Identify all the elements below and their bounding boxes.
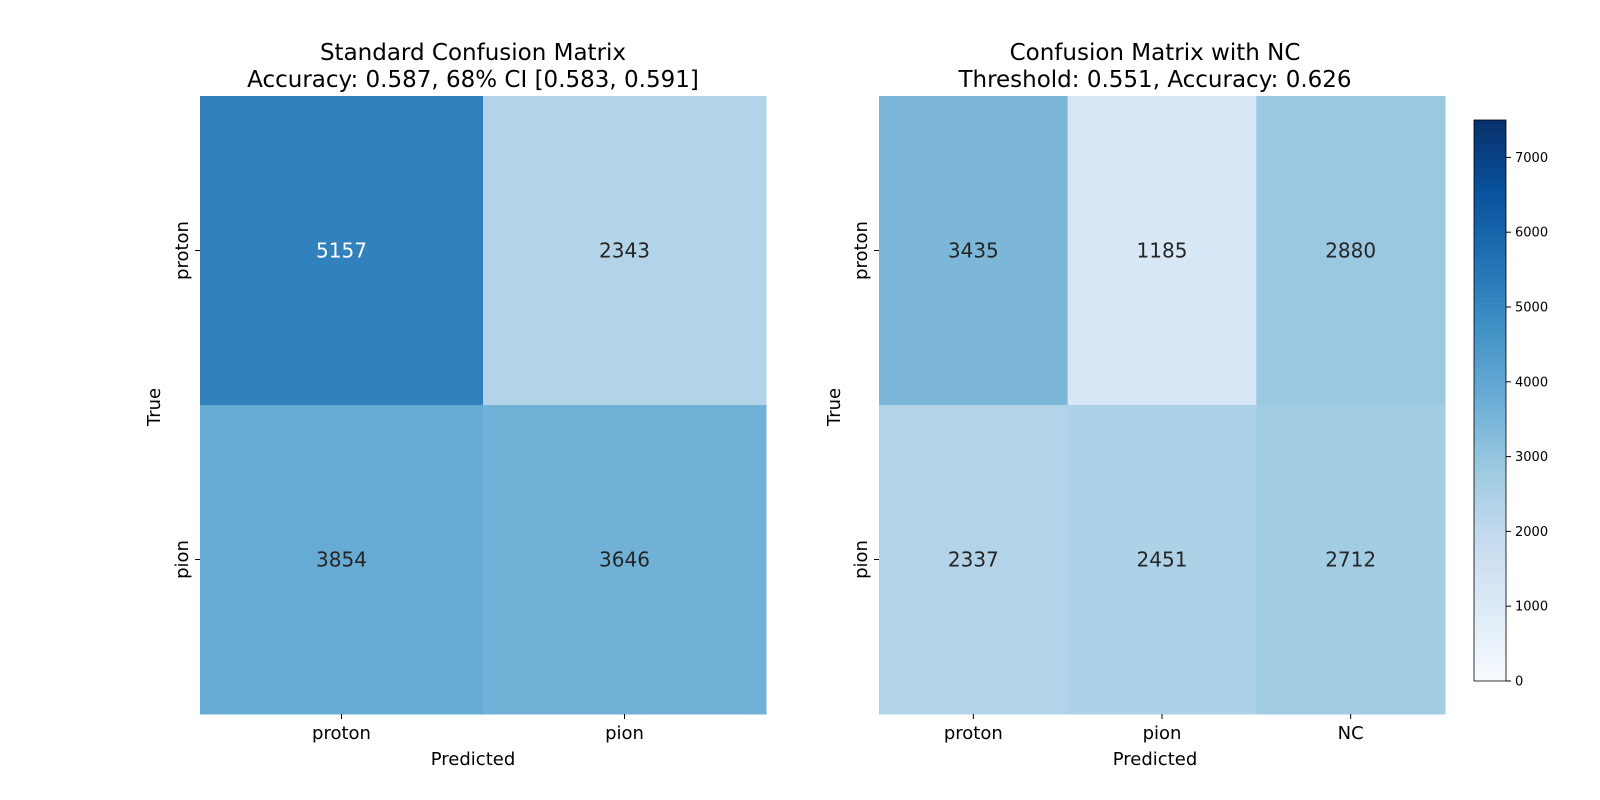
colorbar-tick-label: 5000 bbox=[1515, 301, 1548, 316]
heatmap-cell bbox=[200, 96, 484, 406]
colorbar-tick-label: 4000 bbox=[1515, 375, 1548, 390]
panel-confusion-matrix-with-nc: Confusion Matrix with NC Threshold: 0.55… bbox=[824, 40, 1446, 770]
colorbar-tick-label: 2000 bbox=[1515, 525, 1548, 540]
x-tick-label: pion bbox=[1143, 723, 1182, 744]
y-axis-ticks: proton pion bbox=[851, 221, 879, 579]
cell-value-label: 1185 bbox=[1137, 239, 1188, 263]
heatmap-cell bbox=[483, 96, 767, 406]
y-tick-label: proton bbox=[172, 221, 193, 280]
cell-value-label: 2337 bbox=[948, 548, 999, 572]
heatmap-cell bbox=[879, 405, 1069, 715]
y-axis-ticks: proton pion bbox=[172, 221, 200, 579]
x-tick-label: proton bbox=[312, 723, 371, 744]
heatmap-cell bbox=[200, 405, 484, 715]
cell-value-label: 5157 bbox=[316, 239, 367, 263]
x-tick-label: NC bbox=[1338, 723, 1364, 744]
colorbar-tick-label: 0 bbox=[1515, 675, 1523, 690]
cell-value-label: 2343 bbox=[599, 239, 650, 263]
cell-value-label: 2880 bbox=[1325, 239, 1376, 263]
cell-value-label: 3854 bbox=[316, 548, 367, 572]
y-tick-label: proton bbox=[851, 221, 872, 280]
x-axis-label: Predicted bbox=[431, 749, 516, 770]
x-axis-ticks: proton pion NC bbox=[944, 714, 1364, 744]
colorbar-tick-label: 6000 bbox=[1515, 226, 1548, 241]
heatmap-cell bbox=[1067, 96, 1257, 406]
colorbar: 0 1000 2000 3000 4000 5000 6000 7000 bbox=[1473, 119, 1548, 690]
heatmap-cell bbox=[1067, 405, 1257, 715]
heatmap-cells: 5157 2343 3854 3646 bbox=[200, 96, 767, 715]
colorbar-ticks: 0 1000 2000 3000 4000 5000 6000 7000 bbox=[1506, 151, 1548, 690]
chart-title: Standard Confusion Matrix bbox=[320, 40, 626, 66]
colorbar-tick-label: 7000 bbox=[1515, 151, 1548, 166]
heatmap-cell bbox=[483, 405, 767, 715]
heatmap-cell bbox=[879, 96, 1069, 406]
chart-subtitle: Threshold: 0.551, Accuracy: 0.626 bbox=[957, 67, 1351, 93]
cell-value-label: 2451 bbox=[1137, 548, 1188, 572]
cell-value-label: 3435 bbox=[948, 239, 999, 263]
colorbar-tick-label: 3000 bbox=[1515, 450, 1548, 465]
chart-title: Confusion Matrix with NC bbox=[1010, 40, 1301, 66]
x-tick-label: pion bbox=[605, 723, 644, 744]
x-axis-ticks: proton pion bbox=[312, 714, 644, 744]
chart-subtitle: Accuracy: 0.587, 68% CI [0.583, 0.591] bbox=[247, 67, 699, 93]
heatmap-cells: 3435 1185 2880 2337 2451 2712 bbox=[879, 96, 1446, 715]
y-axis-label: True bbox=[824, 388, 845, 427]
x-tick-label: proton bbox=[944, 723, 1003, 744]
cell-value-label: 2712 bbox=[1325, 548, 1376, 572]
x-axis-label: Predicted bbox=[1113, 749, 1198, 770]
panel-standard-confusion-matrix: Standard Confusion Matrix Accuracy: 0.58… bbox=[144, 40, 767, 770]
heatmap-cell bbox=[1256, 96, 1446, 406]
cell-value-label: 3646 bbox=[599, 548, 650, 572]
colorbar-gradient bbox=[1473, 119, 1507, 682]
heatmap-cell bbox=[1256, 405, 1446, 715]
y-tick-label: pion bbox=[851, 540, 872, 579]
y-axis-label: True bbox=[144, 388, 165, 427]
y-tick-label: pion bbox=[172, 540, 193, 579]
colorbar-tick-label: 1000 bbox=[1515, 600, 1548, 615]
